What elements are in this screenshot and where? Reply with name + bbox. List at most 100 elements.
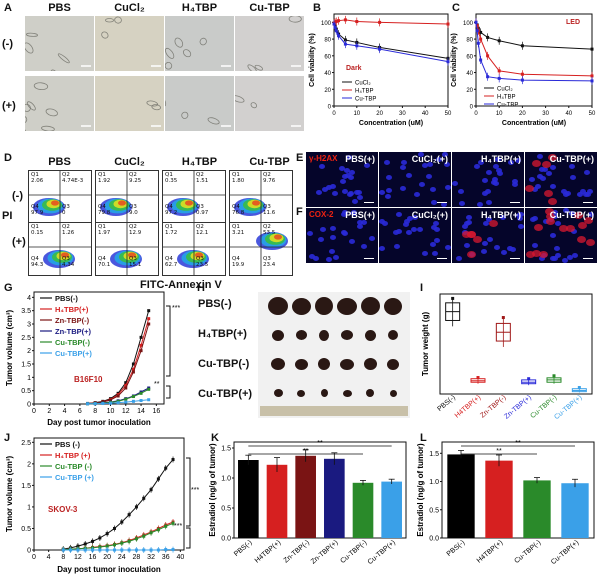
condition-label: Dark (346, 65, 362, 72)
y-axis-label: Tumor volume (cm³) (5, 310, 14, 387)
scale-bar (364, 257, 374, 259)
nucleus (494, 245, 501, 251)
data-point (108, 401, 112, 405)
nucleus (341, 209, 348, 215)
x-tick-label: PBS(-) (436, 394, 457, 413)
tumor-sample (315, 297, 333, 315)
fluorescence-title: PBS(+) (345, 210, 375, 220)
nucleus (444, 245, 451, 251)
y-axis-label: Tumor weight (g) (421, 312, 430, 377)
nucleus (316, 190, 323, 196)
y-tick-label: 2 (27, 461, 31, 468)
x-tick-label: H4TBP(+) (476, 539, 504, 564)
x-tick-label: 16 (89, 554, 97, 561)
quadrant-value: Q4 19.9 (232, 256, 245, 268)
x-tick-label: 0 (332, 111, 336, 117)
x-tick-label: H4TBP(+) (454, 394, 482, 419)
y-tick-label: 1.5 (21, 483, 31, 490)
tumor-sample (384, 297, 402, 315)
nucleus (411, 226, 418, 232)
series-line (475, 22, 593, 82)
legend-label: Cu-TBP (355, 97, 376, 103)
nucleus (381, 220, 388, 226)
series-line (63, 459, 174, 550)
nucleus (529, 176, 536, 182)
chart-b: 0 10 20 30 40 50 0 20 40 60 80 100 Concentration (uM… (309, 13, 452, 127)
fluorescence-image: CuCl₂(+) (379, 152, 451, 207)
y-tick-label: 1 (27, 504, 31, 511)
nucleus (401, 159, 408, 165)
chart-l: 0.0 0.5 1.0 1.5 Estradiol (ng/g of tumor) PBS… (416, 440, 595, 566)
nucleus (432, 250, 439, 256)
fluorescence-image: H₄TBP(+) (452, 152, 524, 207)
cell-shape (50, 69, 58, 71)
marker-signal (461, 231, 471, 239)
cell-shape (25, 103, 31, 112)
quadrant-value: Q3 11.6 (263, 204, 276, 216)
y-axis-label: Cell viability (%) (451, 33, 458, 87)
micrograph (95, 16, 164, 71)
nucleus (545, 171, 552, 177)
tumor-sample (342, 389, 352, 397)
fluorescence-image: PBS(+) γ-H2AX (306, 152, 378, 207)
nucleus (414, 191, 421, 197)
nucleus (309, 253, 316, 259)
nucleus (346, 192, 353, 198)
nucleus (385, 188, 392, 194)
a-col-title: CuCl₂ (114, 2, 145, 14)
nucleus (516, 216, 523, 222)
fluorescence-title: CuCl₂(+) (411, 154, 448, 164)
nucleus (492, 163, 499, 169)
model-label: B16F10 (74, 375, 103, 384)
y-axis-label: Cell viability (%) (309, 33, 316, 87)
box-point (552, 374, 556, 378)
nucleus (356, 189, 363, 195)
x-tick-label: 2 (47, 408, 51, 415)
data-point (124, 397, 128, 401)
condition-label: LED (566, 19, 580, 26)
tumor-sample (364, 329, 376, 341)
legend-label: Cu-TBP(-) (55, 338, 90, 347)
x-tick-label: 8 (61, 554, 65, 561)
quadrant-value: Q4 79.8 (98, 204, 111, 216)
panel-label-c: C (452, 2, 460, 14)
flow-plot: Q1 1.80 Q2 9.76 Q4 76.8 Q3 11.6 (229, 170, 293, 224)
fluorescence-image: Cu-TBP(+) (525, 208, 597, 263)
nucleus (512, 181, 519, 187)
nucleus (312, 255, 319, 261)
h-row-label: H₄TBP(+) (198, 328, 247, 340)
quadrant-value: Q3 15.1 (129, 256, 142, 268)
plot-frame (441, 441, 595, 539)
bar (352, 482, 374, 538)
nucleus (357, 195, 364, 201)
series-line (87, 318, 150, 404)
marker-signal (466, 230, 476, 238)
quadrant-value: Q4 97.2 (165, 204, 178, 216)
nucleus (569, 175, 576, 181)
scale-bar (437, 257, 447, 259)
x-tick-label: PBS(-) (233, 539, 254, 558)
scale-bar (583, 201, 593, 203)
bar (381, 481, 402, 538)
nucleus (396, 212, 403, 218)
nucleus (542, 167, 549, 173)
flow-density (29, 171, 91, 223)
nucleus (325, 185, 332, 191)
marker-signal (584, 217, 594, 225)
y-tick-label: 0 (27, 402, 31, 409)
nucleus (550, 232, 557, 238)
tumor-sample (320, 389, 328, 397)
panel-label-f: F (296, 206, 303, 218)
data-point (139, 335, 143, 339)
quadrant-value: Q1 1.80 (232, 172, 245, 184)
y-tick-label: 40 (324, 71, 331, 77)
box-point (451, 296, 455, 300)
nucleus (417, 152, 424, 158)
cell-shape (26, 101, 36, 111)
sig-bracket (166, 305, 171, 377)
cell-shape (25, 115, 28, 124)
quadrant-value: Q1 1.97 (98, 224, 111, 236)
nucleus (417, 226, 424, 232)
marker-signal (565, 224, 575, 232)
quadrant-value: Q3 23.5 (196, 256, 209, 268)
